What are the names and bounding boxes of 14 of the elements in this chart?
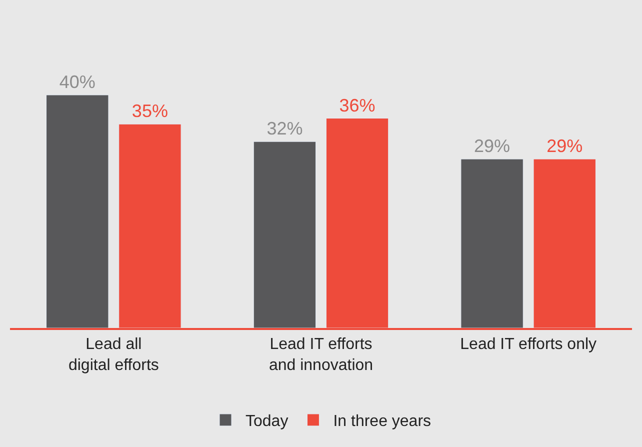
data-label: 35% — [132, 101, 168, 122]
legend-label: Today — [246, 413, 288, 430]
bar — [46, 94, 109, 328]
data-label: 29% — [474, 136, 510, 156]
data-label: 36% — [339, 95, 376, 116]
x-tick-label: Lead all digital efforts — [68, 336, 159, 374]
bar — [460, 158, 524, 328]
x-tick-label: Lead IT efforts only — [460, 336, 597, 354]
data-label: 29% — [546, 136, 583, 156]
bar — [253, 141, 316, 328]
legend-label: In three years — [333, 413, 432, 430]
data-label: 32% — [266, 118, 303, 139]
x-tick-label: Lead IT efforts and innovation — [268, 336, 374, 374]
data-label: 40% — [59, 72, 96, 92]
